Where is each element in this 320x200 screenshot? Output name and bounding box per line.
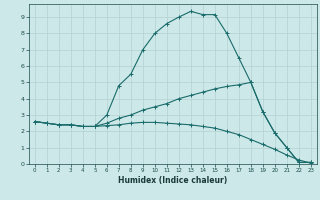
X-axis label: Humidex (Indice chaleur): Humidex (Indice chaleur)	[118, 176, 228, 185]
